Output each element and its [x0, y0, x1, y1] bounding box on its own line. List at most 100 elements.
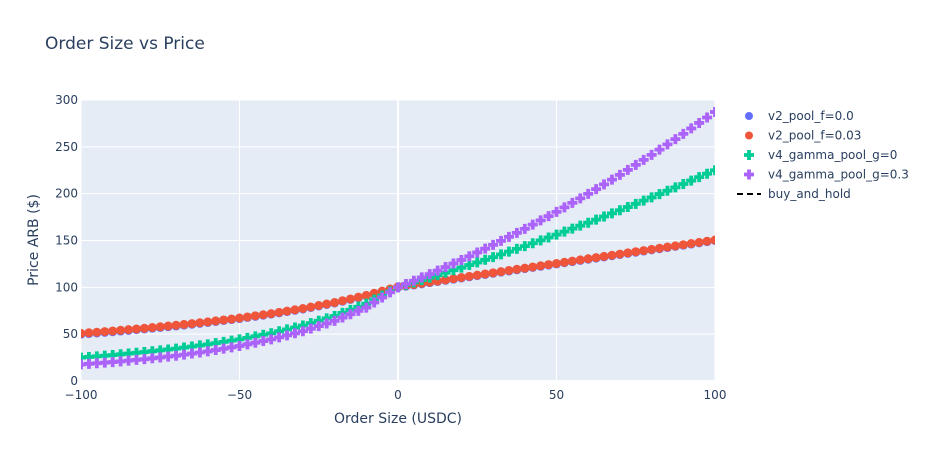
data-point — [631, 247, 641, 257]
data-point — [408, 275, 419, 286]
data-point — [124, 325, 134, 335]
data-point — [218, 343, 229, 354]
data-point — [202, 346, 213, 357]
data-point — [329, 315, 340, 326]
data-point — [606, 174, 617, 185]
data-point — [116, 325, 126, 335]
data-point — [345, 309, 356, 320]
data-point — [441, 275, 451, 285]
data-point — [163, 321, 173, 331]
data-point — [575, 255, 585, 265]
data-point — [583, 188, 594, 199]
legend-marker — [744, 150, 754, 160]
data-point — [464, 271, 474, 281]
data-point — [543, 232, 554, 243]
data-point — [218, 336, 229, 347]
data-point — [646, 149, 657, 160]
data-point — [305, 323, 316, 334]
data-point — [297, 326, 308, 337]
data-point — [472, 257, 483, 268]
data-point — [81, 328, 86, 338]
data-point — [448, 274, 458, 284]
data-point — [84, 328, 94, 338]
legend-item[interactable]: buy_and_hold — [737, 187, 851, 201]
data-point — [194, 340, 205, 351]
x-tick-label: −50 — [227, 388, 252, 402]
legend-label: v4_gamma_pool_g=0 — [768, 148, 897, 162]
data-point — [440, 267, 451, 278]
data-point — [583, 254, 593, 264]
data-point — [139, 354, 150, 365]
data-point — [567, 223, 578, 234]
data-point — [433, 276, 443, 286]
data-point — [511, 227, 522, 238]
data-point — [528, 262, 538, 272]
legend-label: buy_and_hold — [768, 187, 851, 201]
data-point — [163, 344, 174, 355]
data-point — [496, 267, 506, 277]
data-point — [338, 296, 348, 306]
data-point — [527, 219, 538, 230]
data-point — [630, 198, 641, 209]
data-point — [591, 253, 601, 263]
data-point — [219, 315, 229, 325]
data-point — [81, 359, 86, 370]
data-point — [155, 345, 166, 356]
data-point — [290, 305, 300, 315]
data-point — [694, 117, 705, 128]
data-point — [416, 272, 427, 283]
data-point — [678, 179, 689, 190]
data-point — [536, 261, 546, 271]
data-point — [83, 358, 94, 369]
data-point — [115, 356, 126, 367]
legend-item[interactable]: v4_gamma_pool_g=0.3 — [744, 168, 909, 182]
x-tick-label: −100 — [65, 388, 98, 402]
data-point — [456, 254, 467, 265]
legend-item[interactable]: v4_gamma_pool_g=0 — [744, 148, 897, 162]
data-point — [258, 329, 269, 340]
legend-label: v4_gamma_pool_g=0.3 — [768, 168, 909, 182]
data-point — [654, 144, 665, 155]
data-point — [472, 270, 482, 280]
data-point — [226, 342, 237, 353]
data-point — [544, 260, 554, 270]
data-point — [694, 237, 704, 247]
data-point — [147, 353, 158, 364]
legend-item[interactable]: v2_pool_f=0.0 — [745, 109, 854, 123]
legend-item[interactable]: v2_pool_f=0.03 — [745, 129, 861, 143]
legend-marker — [745, 131, 753, 140]
y-tick-label: 150 — [55, 234, 78, 248]
data-point — [654, 189, 665, 200]
data-point — [448, 265, 459, 276]
data-point — [83, 351, 94, 362]
data-point — [139, 347, 150, 358]
data-point — [432, 265, 443, 276]
data-point — [535, 215, 546, 226]
data-point — [591, 184, 602, 195]
data-point — [520, 263, 530, 273]
data-point — [123, 348, 134, 359]
data-point — [678, 128, 689, 139]
data-point — [551, 229, 562, 240]
data-point — [131, 347, 142, 358]
data-point — [496, 235, 507, 246]
data-point — [702, 168, 713, 179]
data-point — [203, 317, 213, 327]
data-point — [115, 349, 126, 360]
data-point — [369, 297, 380, 308]
data-point — [480, 254, 491, 265]
data-point — [638, 195, 649, 206]
data-point — [622, 202, 633, 213]
data-point — [92, 327, 102, 337]
data-point — [242, 312, 252, 322]
data-point — [670, 182, 681, 193]
data-point — [227, 314, 237, 324]
data-point — [456, 262, 467, 273]
data-point — [155, 322, 165, 332]
legend[interactable]: v2_pool_f=0.0 v2_pool_f=0.03 v4_gamma_pool… — [737, 109, 909, 201]
data-point — [210, 345, 221, 356]
data-point — [289, 328, 300, 339]
data-point — [503, 231, 514, 242]
